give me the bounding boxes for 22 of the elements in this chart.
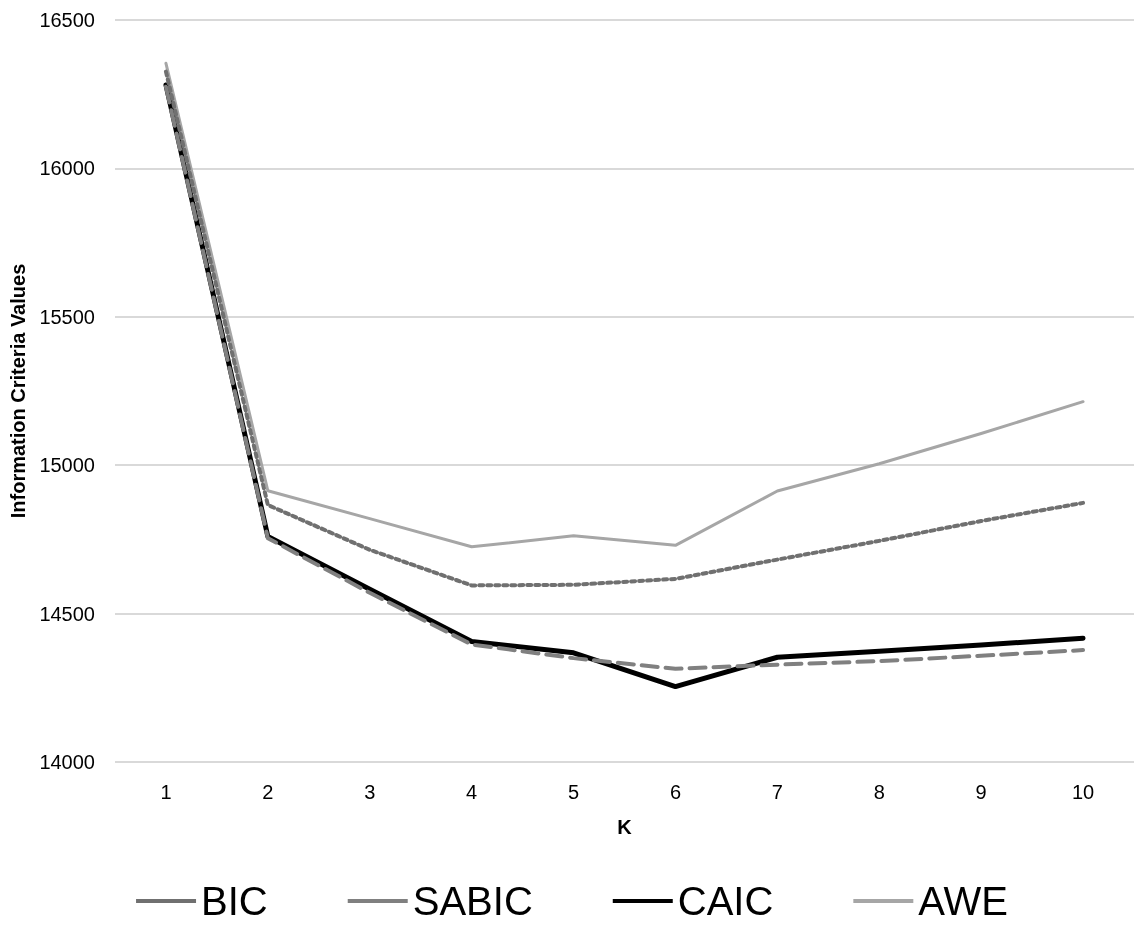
x-tick-label: 8	[873, 781, 885, 803]
legend-label: SABIC	[412, 879, 533, 923]
x-tick-label: 3	[364, 781, 376, 803]
x-tick-label: 4	[466, 781, 478, 803]
x-tick-label: 9	[975, 781, 987, 803]
x-tick-label: 7	[771, 781, 783, 803]
y-tick-label: 15500	[39, 305, 95, 328]
y-tick-label: 15000	[39, 454, 95, 477]
legend-label: BIC	[201, 879, 268, 923]
x-tick-label: 5	[567, 781, 580, 803]
y-axis-title: Information Criteria Values	[7, 263, 30, 519]
y-tick-label: 14500	[39, 602, 95, 625]
x-tick-label: 1	[160, 781, 172, 803]
x-axis-title: K	[617, 816, 633, 838]
y-tick-label: 14000	[39, 751, 95, 773]
y-tick-label: 16000	[39, 157, 95, 180]
x-tick-label: 10	[1071, 781, 1095, 803]
legend-label: CAIC	[677, 879, 774, 923]
legend-label: AWE	[918, 879, 1008, 923]
x-tick-label: 6	[669, 781, 682, 803]
y-tick-label: 16500	[39, 9, 95, 31]
x-tick-label: 2	[262, 781, 274, 803]
